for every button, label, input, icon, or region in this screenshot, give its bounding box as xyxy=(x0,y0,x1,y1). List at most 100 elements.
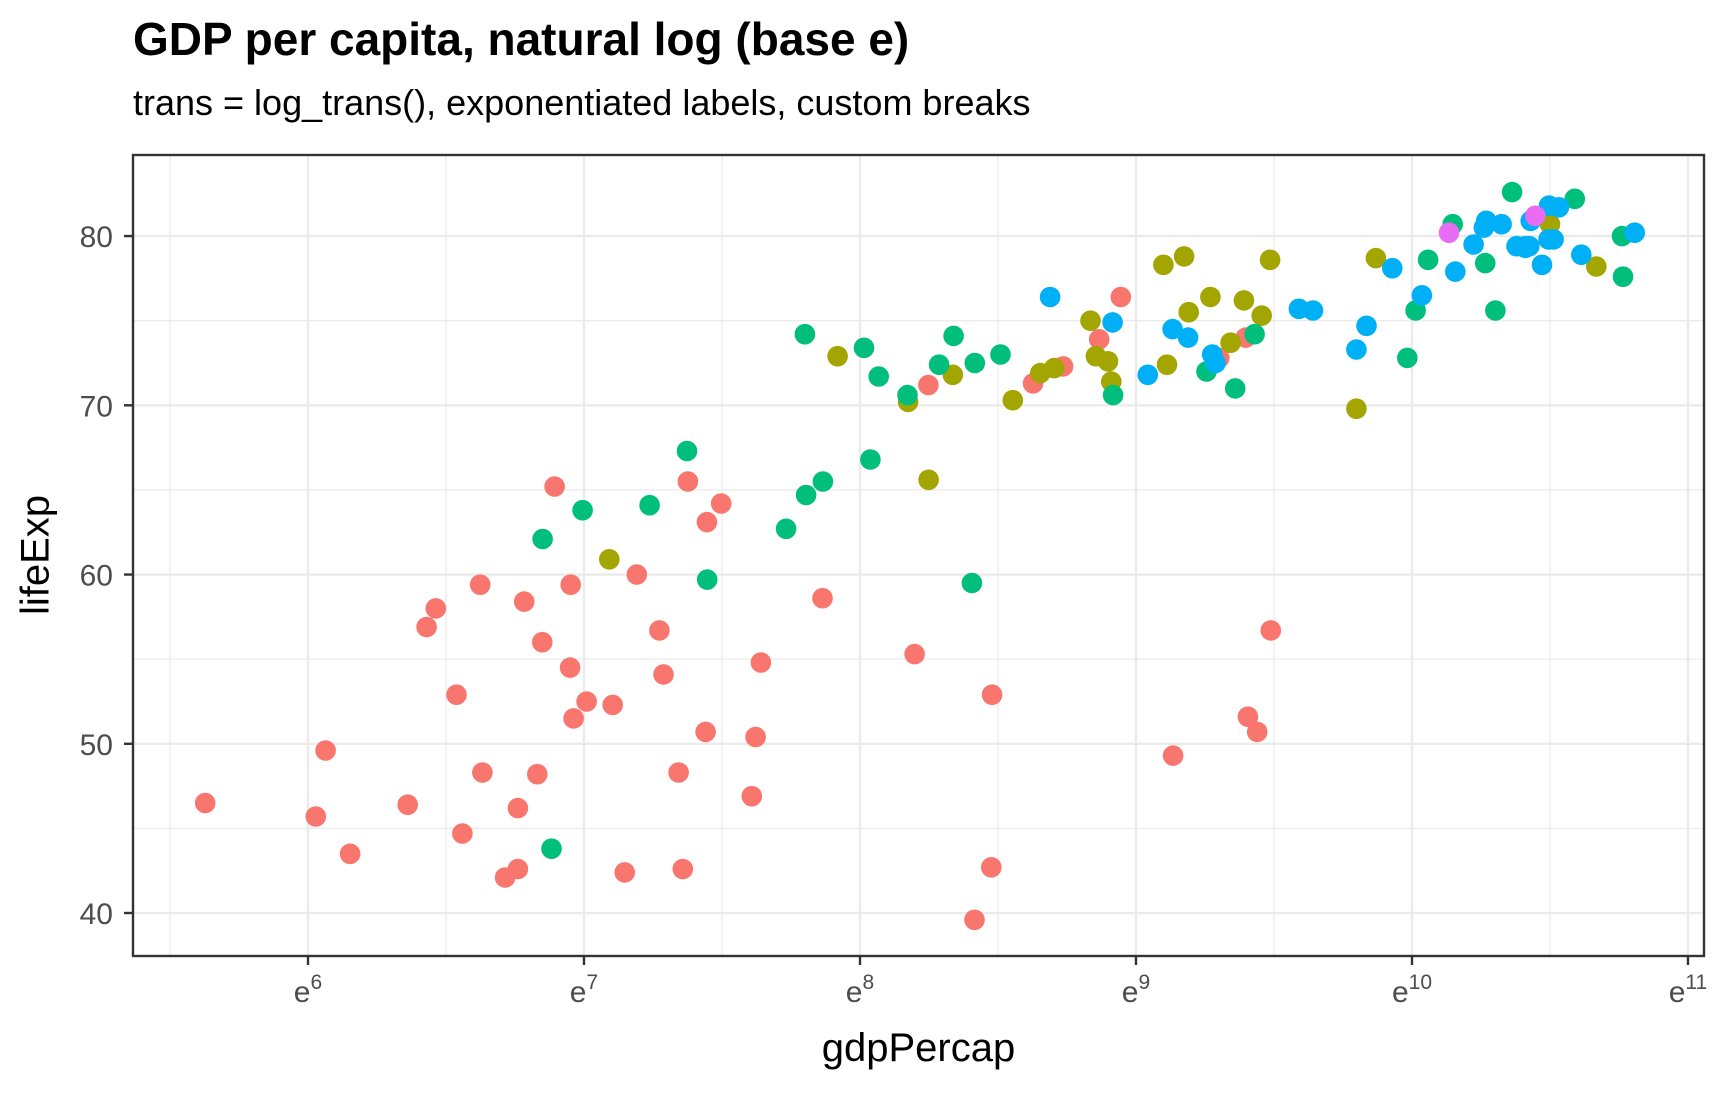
data-point xyxy=(1475,210,1497,232)
data-point xyxy=(649,620,670,641)
data-point xyxy=(677,471,699,492)
data-point xyxy=(1030,362,1051,384)
data-point xyxy=(1346,339,1367,360)
data-point xyxy=(1474,252,1496,274)
data-point xyxy=(672,858,694,880)
data-point xyxy=(750,652,772,673)
data-point xyxy=(868,366,889,387)
data-point xyxy=(696,569,718,590)
data-point xyxy=(1515,235,1536,257)
data-point xyxy=(1397,347,1418,369)
data-point xyxy=(981,857,1002,878)
data-point xyxy=(897,384,918,406)
series-blue xyxy=(1039,195,1645,386)
data-point xyxy=(416,616,437,638)
data-point xyxy=(981,684,1003,705)
data-point xyxy=(1224,378,1246,399)
data-point xyxy=(1002,389,1024,411)
data-point xyxy=(507,858,529,880)
data-point xyxy=(695,721,716,743)
data-point xyxy=(1445,261,1466,282)
data-point xyxy=(1543,229,1564,250)
panel-background xyxy=(133,155,1704,956)
y-tick-label: 60 xyxy=(80,560,113,593)
data-point xyxy=(964,909,985,931)
data-point xyxy=(339,843,361,865)
data-point xyxy=(397,794,419,815)
data-point xyxy=(1463,234,1484,255)
x-tick-label: e8 xyxy=(846,971,874,1009)
data-point xyxy=(1088,329,1110,350)
x-axis-labels: e6 e7 e8 e9 e10 e11 xyxy=(294,971,1707,1009)
data-point xyxy=(1491,213,1512,235)
data-point xyxy=(305,806,327,827)
data-point xyxy=(961,572,983,594)
data-point xyxy=(602,694,623,716)
data-point xyxy=(696,511,718,533)
data-point xyxy=(315,740,336,761)
data-point xyxy=(812,587,833,609)
data-point xyxy=(943,325,964,347)
data-point xyxy=(1080,310,1101,332)
data-point xyxy=(469,574,491,595)
data-point xyxy=(904,643,925,665)
data-point xyxy=(741,785,763,807)
data-point xyxy=(1244,323,1265,345)
data-point xyxy=(1624,222,1645,243)
data-point xyxy=(1110,286,1132,308)
data-point xyxy=(1237,706,1259,727)
data-point xyxy=(1251,305,1272,326)
y-tick-label: 40 xyxy=(80,898,113,931)
data-point xyxy=(452,823,473,844)
data-point xyxy=(1564,188,1586,210)
data-point xyxy=(775,518,797,540)
data-point xyxy=(1137,364,1159,386)
data-point xyxy=(563,708,584,729)
data-point xyxy=(544,476,565,497)
data-point xyxy=(1260,620,1282,641)
data-point xyxy=(1571,244,1592,265)
data-point xyxy=(1411,285,1433,306)
data-point xyxy=(1365,247,1387,269)
series-magenta xyxy=(1438,205,1546,243)
data-point xyxy=(532,631,553,653)
data-point xyxy=(1153,254,1174,276)
data-point xyxy=(599,549,620,570)
data-point xyxy=(560,574,581,595)
data-point xyxy=(1612,266,1634,288)
x-tick-label: e6 xyxy=(294,971,322,1009)
data-point xyxy=(918,469,939,491)
chart-subtitle: trans = log_trans(), exponentiated label… xyxy=(133,82,1031,123)
gridlines-major xyxy=(133,155,1704,956)
data-point xyxy=(676,440,698,462)
data-point xyxy=(794,323,816,345)
data-point xyxy=(1178,301,1199,323)
data-point xyxy=(812,471,834,492)
axis-ticks xyxy=(124,234,1690,965)
data-point xyxy=(710,493,732,514)
data-point xyxy=(513,591,535,612)
data-point xyxy=(1501,181,1523,203)
data-point xyxy=(853,337,875,359)
data-point xyxy=(668,762,689,783)
data-point xyxy=(1173,246,1195,267)
data-point xyxy=(194,792,216,814)
data-point xyxy=(1382,257,1403,279)
data-point xyxy=(639,494,660,516)
y-tick-label: 50 xyxy=(80,729,113,762)
data-point xyxy=(745,726,766,748)
data-point xyxy=(446,684,467,705)
data-point xyxy=(626,564,648,585)
y-tick-label: 70 xyxy=(80,390,113,423)
data-point xyxy=(1220,332,1241,354)
x-tick-label: e10 xyxy=(1392,971,1432,1009)
data-point xyxy=(1246,721,1268,743)
x-tick-label: e9 xyxy=(1122,971,1150,1009)
x-tick-label: e7 xyxy=(570,971,598,1009)
data-point xyxy=(572,499,593,521)
data-point xyxy=(1417,249,1439,271)
data-point xyxy=(1525,205,1546,227)
data-point xyxy=(1156,354,1178,376)
data-point xyxy=(507,797,529,819)
